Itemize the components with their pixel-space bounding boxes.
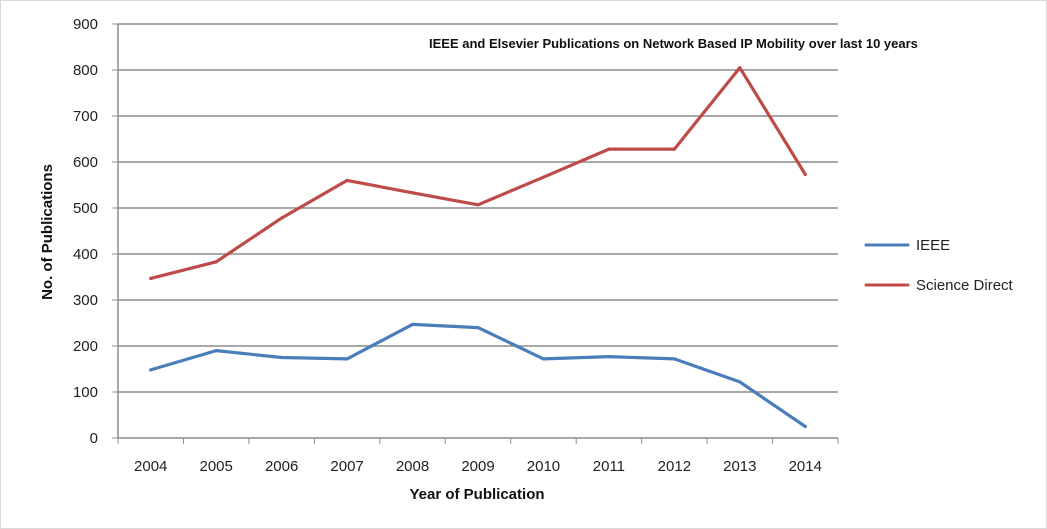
y-tick-label: 400 [73, 246, 98, 263]
data-point [541, 357, 546, 361]
y-tick-label: 100 [73, 384, 98, 401]
y-tick-label: 500 [73, 200, 98, 217]
data-point [672, 147, 676, 151]
series-line-ieee [149, 322, 807, 429]
y-tick-label: 700 [73, 108, 98, 125]
data-point [410, 191, 415, 195]
data-point [214, 260, 218, 264]
y-tick-label: 0 [90, 430, 98, 447]
data-point [541, 175, 546, 179]
data-point [345, 357, 349, 361]
series-lines [149, 66, 807, 429]
x-tick-label: 2012 [658, 458, 691, 475]
gridlines [118, 23, 838, 393]
x-tick-label: 2010 [527, 458, 560, 475]
x-tick-label: 2013 [723, 458, 756, 475]
x-tick-label: 2011 [593, 458, 625, 475]
y-tick-label: 200 [73, 338, 98, 355]
data-point [607, 354, 611, 359]
x-tick-label: 2014 [789, 458, 822, 475]
data-point [476, 203, 480, 207]
y-axis-title: No. of Publications [39, 164, 56, 300]
y-tick-label: 900 [73, 16, 98, 33]
data-point [738, 380, 742, 384]
x-tick-label: 2009 [461, 458, 494, 475]
legend-label-science-direct: Science Direct [916, 277, 1014, 294]
x-axis-title: Year of Publication [409, 486, 544, 503]
chart-title: IEEE and Elsevier Publications on Networ… [429, 36, 918, 51]
x-tick-label: 2005 [199, 458, 232, 475]
data-point [149, 368, 153, 372]
y-tick-label: 300 [73, 292, 98, 309]
data-point [803, 172, 807, 177]
x-tick-label: 2004 [134, 458, 167, 475]
y-tick-label: 800 [73, 62, 98, 79]
data-point [345, 178, 349, 182]
legend: IEEE Science Direct [864, 237, 1014, 294]
axes: 0 100 200 300 400 500 600 700 800 900 2004 2005 2006… [73, 16, 839, 475]
y-tick-label: 600 [73, 154, 98, 171]
data-point [476, 326, 480, 330]
data-point [607, 147, 611, 151]
x-tick-label: 2007 [330, 458, 363, 475]
x-tick-label: 2008 [396, 458, 429, 475]
data-point [280, 216, 284, 220]
data-point [149, 276, 153, 280]
data-point [803, 424, 807, 429]
data-point [214, 349, 218, 353]
x-tick-label: 2006 [265, 458, 298, 475]
data-point [280, 355, 284, 360]
series-line-science-direct [149, 66, 807, 280]
data-point [672, 357, 676, 361]
data-point [410, 322, 415, 326]
legend-label-ieee: IEEE [916, 237, 950, 254]
data-point [738, 66, 742, 70]
